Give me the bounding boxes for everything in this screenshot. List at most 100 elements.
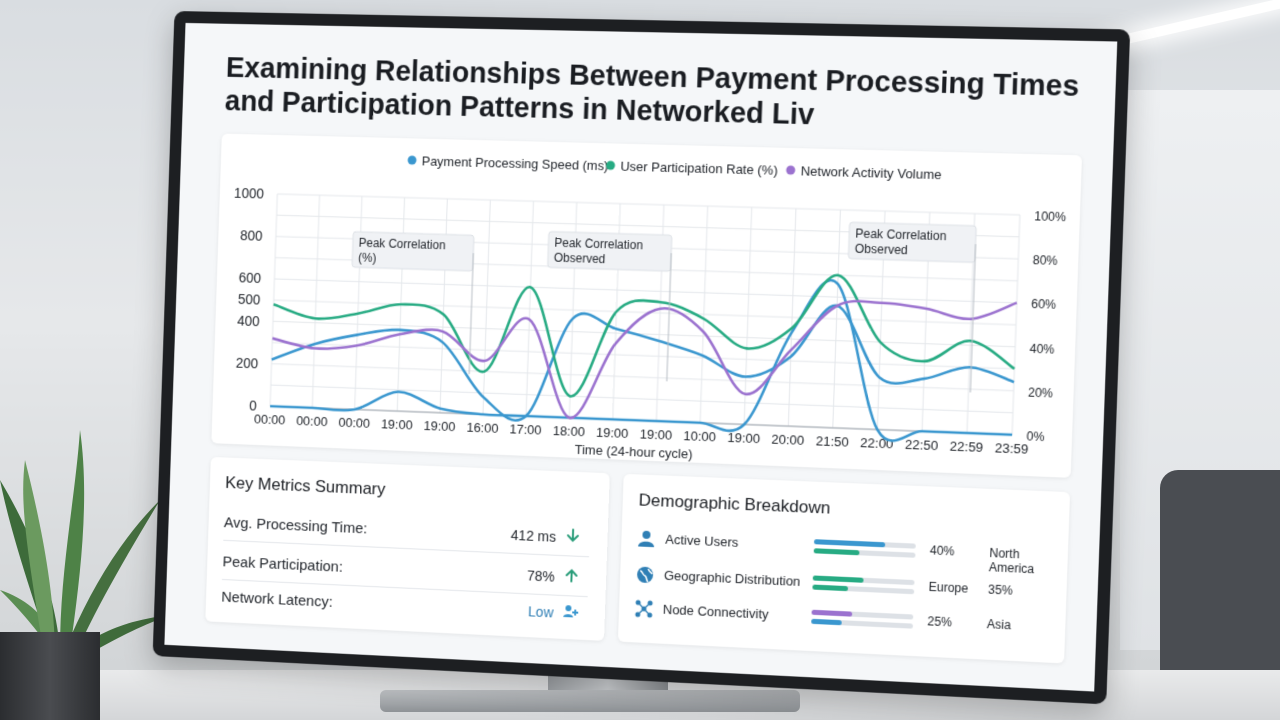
metric-value: 412 ms bbox=[510, 526, 557, 545]
y-left-tick-label: 400 bbox=[237, 313, 260, 329]
demo-label: Geographic Distribution bbox=[663, 567, 801, 589]
demo-row-node-connectivity: Node Connectivity 25% Asia bbox=[634, 596, 1055, 642]
progress-track bbox=[813, 548, 916, 558]
annotation-leader bbox=[667, 253, 671, 381]
progress-fill bbox=[813, 539, 886, 548]
grid-line-horizontal bbox=[273, 321, 1015, 346]
annotation-box bbox=[848, 222, 976, 262]
x-tick-label: 19:00 bbox=[423, 418, 455, 434]
progress-fill bbox=[811, 618, 842, 626]
metric-label: Avg. Processing Time: bbox=[223, 514, 368, 538]
key-metrics-card: Key Metrics Summary Avg. Processing Time… bbox=[205, 456, 610, 641]
monitor-stand-base bbox=[380, 690, 800, 712]
legend-label: User Participation Rate (%) bbox=[620, 158, 778, 177]
x-tick-label: 16:00 bbox=[466, 420, 498, 436]
monitor: Examining Relationships Between Payment … bbox=[152, 10, 1131, 705]
progress-fill bbox=[811, 609, 853, 617]
x-tick-label: 19:00 bbox=[639, 426, 672, 442]
annotation-box bbox=[548, 232, 672, 272]
x-tick-label: 23:59 bbox=[995, 440, 1029, 457]
arrow-up-icon bbox=[562, 566, 580, 585]
y-right-tick-label: 60% bbox=[1031, 297, 1057, 312]
page-title: Examining Relationships Between Payment … bbox=[224, 52, 1080, 132]
progress-track bbox=[811, 609, 914, 620]
annotation-label: Peak Correlation bbox=[554, 236, 643, 253]
metric-value: Low bbox=[527, 603, 554, 621]
x-tick-label: 17:00 bbox=[509, 421, 541, 437]
users-icon bbox=[563, 605, 579, 621]
progress-track bbox=[812, 584, 915, 595]
y-left-tick-label: 1000 bbox=[234, 186, 265, 202]
grid-line-horizontal bbox=[272, 364, 1014, 391]
demographic-title: Demographic Breakdown bbox=[638, 490, 831, 518]
legend-label: Network Activity Volume bbox=[800, 163, 941, 182]
annotation-label: Peak Correlation bbox=[855, 226, 947, 243]
y-right-tick-label: 80% bbox=[1032, 253, 1058, 268]
progress-track bbox=[811, 618, 913, 629]
progress-fill bbox=[813, 548, 860, 556]
x-tick-label: 18:00 bbox=[553, 423, 586, 439]
x-tick-label: 19:00 bbox=[727, 430, 760, 447]
demo-label: Node Connectivity bbox=[662, 601, 769, 622]
y-right-tick-label: 0% bbox=[1026, 429, 1045, 444]
grid-line-horizontal bbox=[271, 385, 1013, 413]
grid-line-horizontal bbox=[272, 343, 1014, 369]
y-left-tick-label: 600 bbox=[238, 271, 261, 287]
grid-line-horizontal bbox=[274, 279, 1016, 303]
legend-label: Payment Processing Speed (ms) bbox=[422, 153, 609, 173]
annotation-box bbox=[352, 232, 474, 271]
x-tick-label: 22:59 bbox=[950, 438, 984, 455]
metric-label: Peak Participation: bbox=[222, 553, 344, 576]
demographic-card: Demographic Breakdown Active Users 40% N… bbox=[617, 473, 1071, 664]
demo-percent: Europe bbox=[928, 579, 969, 596]
x-tick-label: 00:00 bbox=[296, 413, 328, 429]
grid-line-horizontal bbox=[277, 194, 1020, 215]
demo-row-geographic: Geographic Distribution Europe 35% bbox=[636, 562, 1057, 608]
network-icon bbox=[635, 599, 652, 618]
x-axis-label: Time (24-hour cycle) bbox=[574, 442, 692, 462]
y-right-tick-label: 20% bbox=[1028, 385, 1054, 400]
globe-icon bbox=[636, 566, 653, 583]
demo-percent: 25% bbox=[927, 614, 953, 630]
legend-marker bbox=[606, 161, 616, 171]
x-tick-label: 10:00 bbox=[683, 428, 716, 445]
demo-row-active-users: Active Users 40% North America bbox=[637, 526, 1058, 576]
progress-track bbox=[813, 539, 916, 549]
annotation-label: Observed bbox=[554, 250, 606, 266]
legend-marker bbox=[785, 165, 796, 175]
x-tick-label: 22:00 bbox=[860, 435, 894, 452]
user-icon bbox=[637, 530, 654, 547]
demo-region: 35% bbox=[987, 582, 1014, 598]
x-tick-label: 22:50 bbox=[905, 437, 939, 454]
office-chair bbox=[1160, 470, 1280, 690]
y-left-tick-label: 500 bbox=[238, 292, 261, 308]
demo-label: Active Users bbox=[665, 531, 739, 550]
x-tick-label: 19:00 bbox=[596, 425, 629, 441]
demo-percent: 40% bbox=[929, 543, 955, 559]
x-tick-label: 00:00 bbox=[254, 411, 286, 427]
key-metrics-title: Key Metrics Summary bbox=[224, 473, 386, 499]
x-tick-label: 21:50 bbox=[816, 433, 849, 450]
y-right-tick-label: 100% bbox=[1034, 209, 1067, 224]
progress-track bbox=[812, 575, 915, 586]
x-tick-label: 00:00 bbox=[338, 415, 370, 431]
line-chart: 0 200 400 500 600 800 1000 0% 20% 40% 60% 80% 100% 00… bbox=[234, 153, 1067, 462]
metric-value: 78% bbox=[526, 567, 555, 585]
y-left-tick-label: 200 bbox=[235, 355, 258, 371]
arrow-down-icon bbox=[564, 526, 582, 545]
demo-region: North America bbox=[988, 545, 1035, 577]
annotation-label: Peak Correlation bbox=[358, 236, 445, 253]
annotation-label: (%) bbox=[358, 250, 377, 265]
annotation-label: Observed bbox=[855, 241, 908, 257]
metric-row-network-latency: Network Latency: Low bbox=[221, 579, 588, 632]
y-left-tick-label: 800 bbox=[240, 228, 263, 244]
chart-panel: 0 200 400 500 600 800 1000 0% 20% 40% 60% 80% 100% 00… bbox=[211, 133, 1083, 478]
x-tick-label: 20:00 bbox=[771, 431, 804, 448]
metric-label: Network Latency: bbox=[221, 588, 334, 611]
progress-fill bbox=[812, 575, 864, 583]
progress-fill bbox=[812, 584, 849, 592]
y-right-tick-label: 40% bbox=[1029, 341, 1055, 356]
y-left-tick-label: 0 bbox=[249, 398, 257, 413]
demo-region: Asia bbox=[986, 616, 1012, 633]
legend-marker bbox=[407, 155, 417, 165]
